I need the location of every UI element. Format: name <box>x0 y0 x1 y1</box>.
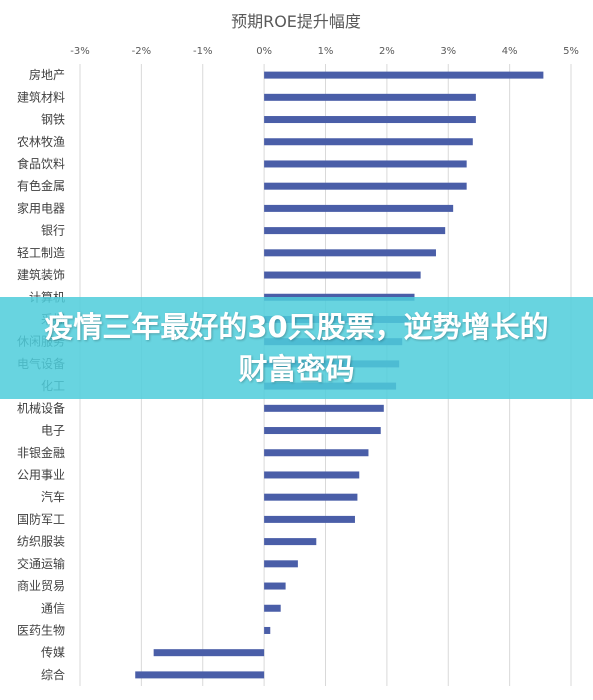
bar <box>264 160 467 168</box>
x-tick-label: -1% <box>193 46 212 57</box>
category-label: 医药生物 <box>17 623 65 637</box>
category-label: 汽车 <box>41 489 65 504</box>
category-label: 农林牧渔 <box>17 135 65 149</box>
category-label: 综合 <box>41 667 65 682</box>
x-tick-label: 1% <box>318 46 334 57</box>
bar <box>264 71 544 79</box>
category-label: 通信 <box>41 601 65 615</box>
category-label: 公用事业 <box>17 468 65 482</box>
bar <box>264 515 355 523</box>
headline-text: 疫情三年最好的30只股票，逆势增长的财富密码 <box>44 310 549 386</box>
category-label: 钢铁 <box>41 113 65 127</box>
chart-title: 预期ROE提升幅度 <box>231 12 361 31</box>
bar <box>264 471 360 479</box>
category-label: 电子 <box>41 424 65 438</box>
x-tick-label: 5% <box>563 46 579 57</box>
x-tick-label: 0% <box>256 46 272 57</box>
bar <box>264 626 271 634</box>
category-label: 银行 <box>41 224 65 238</box>
bar <box>264 182 467 190</box>
headline-banner: 疫情三年最好的30只股票，逆势增长的财富密码 <box>0 297 593 399</box>
category-label: 纺织服装 <box>17 535 65 549</box>
bar <box>264 116 476 124</box>
bar <box>264 404 384 412</box>
bar <box>153 649 265 657</box>
category-label: 轻工制造 <box>17 246 65 260</box>
bar <box>264 93 476 101</box>
x-tick-label: -2% <box>132 46 151 57</box>
bar <box>264 582 286 590</box>
category-label: 有色金属 <box>17 178 65 193</box>
bar <box>264 604 281 612</box>
bar <box>264 560 298 568</box>
category-label: 国防军工 <box>17 511 65 526</box>
bar <box>264 271 421 279</box>
bar <box>264 138 473 146</box>
bar <box>264 227 446 235</box>
bar <box>264 249 436 257</box>
bar <box>264 538 317 546</box>
category-label: 交通运输 <box>17 556 65 571</box>
bar <box>264 427 381 435</box>
category-label: 家用电器 <box>17 200 65 215</box>
bar <box>264 449 369 457</box>
bar <box>264 204 454 212</box>
x-tick-label: 2% <box>379 46 395 57</box>
category-label: 食品饮料 <box>17 156 65 171</box>
category-label: 房地产 <box>29 67 65 82</box>
category-label: 传媒 <box>41 645 65 660</box>
category-label: 建筑材料 <box>17 89 65 104</box>
x-tick-label: 4% <box>502 46 518 57</box>
category-label: 商业贸易 <box>17 578 65 593</box>
bar <box>264 493 358 501</box>
x-tick-label: 3% <box>440 46 456 57</box>
category-label: 机械设备 <box>17 400 65 415</box>
bar <box>135 671 265 679</box>
category-label: 建筑装饰 <box>17 267 65 282</box>
category-label: 非银金融 <box>17 445 65 460</box>
x-axis-ticks: -3% -2% -1% 0% 1% 2% 3% 4% 5% <box>70 46 579 57</box>
x-tick-label: -3% <box>70 46 89 57</box>
